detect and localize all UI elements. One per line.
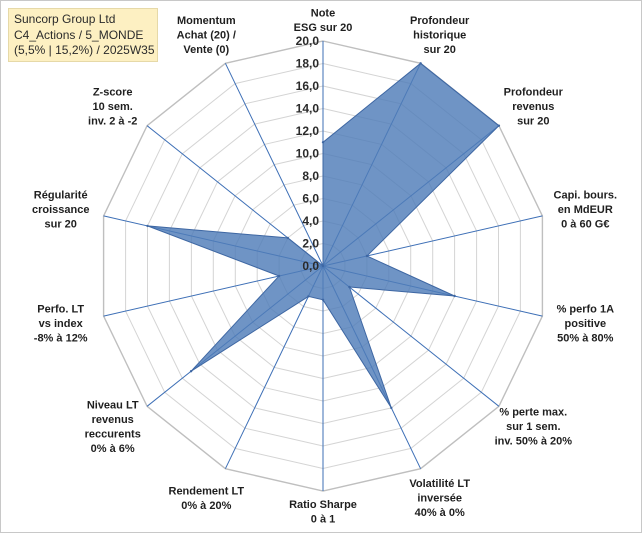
- title-line-period: (5,5% | 15,2%) / 2025W35: [14, 43, 155, 57]
- tick-label: 20,0: [296, 34, 320, 48]
- data-point: [321, 141, 325, 144]
- axis-label: Perfo. LT vs index -8% à 12%: [34, 304, 88, 345]
- tick-label: 14,0: [296, 102, 320, 116]
- tick-label: 2,0: [302, 237, 319, 251]
- tick-label: 8,0: [302, 169, 319, 183]
- radial-tick-labels: 0,0 2,0 4,0 6,0 8,0 10,0 12,0 14,0 16,0 18,0 20,0: [296, 34, 320, 273]
- axis-label: Niveau LT revenus reccurents 0% à 6%: [85, 400, 141, 456]
- axis-label: Momentum Achat (20) / Vente (0): [177, 15, 236, 56]
- axis-label: Volatilité LT inversée 40% à 0%: [409, 478, 470, 519]
- axis-spoke: [224, 63, 324, 267]
- axis-labels: Note ESG sur 20 Profondeur historique sur 20…: [32, 8, 617, 526]
- axis-spoke: [322, 265, 500, 407]
- data-point: [453, 294, 456, 298]
- axis-label: Rendement LT 0% à 20%: [169, 485, 245, 512]
- axis-label: Profondeur revenus sur 20: [504, 86, 564, 127]
- title-line-category: C4_Actions / 5_MONDE: [14, 27, 144, 42]
- data-point: [365, 254, 369, 258]
- axis-label: Ratio Sharpe 0 à 1: [289, 499, 357, 526]
- tick-label: 4,0: [302, 214, 319, 228]
- data-point: [321, 264, 325, 268]
- data-point: [390, 406, 393, 410]
- tick-label: 0,0: [302, 259, 319, 273]
- data-point: [189, 370, 193, 373]
- axis-label: Note ESG sur 20: [294, 8, 353, 35]
- tick-label: 16,0: [296, 79, 320, 93]
- data-point: [321, 298, 325, 301]
- axis-label: Régularité croissance sur 20: [32, 189, 89, 230]
- axis-label: % perte max. sur 1 sem. inv. 50% à 20%: [495, 407, 573, 448]
- title-line-company: Suncorp Group Ltd: [14, 12, 116, 26]
- data-point: [497, 124, 501, 127]
- axis-label: Profondeur historique sur 20: [410, 15, 470, 56]
- tick-label: 6,0: [302, 192, 319, 206]
- tick-label: 18,0: [296, 57, 320, 71]
- data-point: [348, 285, 351, 289]
- chart-title-box: Suncorp Group Ltd C4_Actions / 5_MONDE (…: [8, 8, 158, 62]
- axis-label: Capi. bours. en MdEUR 0 à 60 G€: [554, 189, 618, 230]
- tick-label: 12,0: [296, 124, 320, 138]
- tick-label: 10,0: [296, 147, 320, 161]
- data-point: [146, 224, 149, 228]
- radar-series: [146, 62, 501, 410]
- data-point: [277, 274, 281, 278]
- axis-spoke: [224, 265, 324, 469]
- data-point: [307, 295, 310, 298]
- data-point: [286, 236, 289, 240]
- data-point: [419, 62, 422, 65]
- axis-label: % perfo 1A positive 50% à 80%: [557, 304, 615, 345]
- axis-label: Z-score 10 sem. inv. 2 à -2: [88, 86, 137, 127]
